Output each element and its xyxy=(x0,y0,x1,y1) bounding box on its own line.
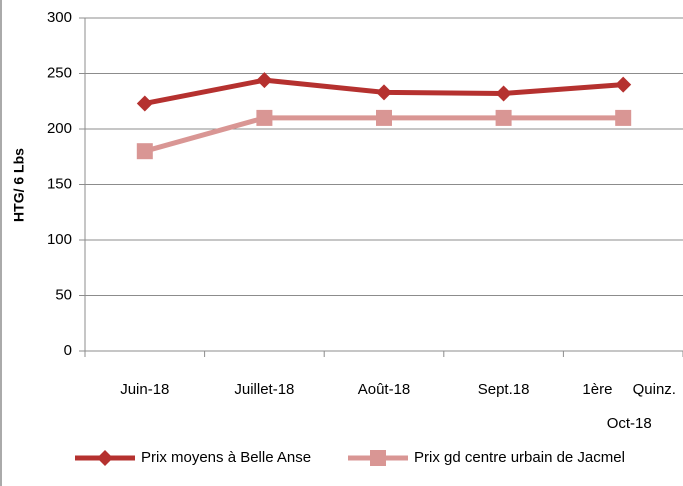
legend-label: Prix moyens à Belle Anse xyxy=(141,449,311,466)
x-tick-label: Sept.18 xyxy=(478,381,530,398)
legend-marker xyxy=(97,450,113,466)
y-tick-label: 0 xyxy=(64,342,72,359)
point xyxy=(256,109,273,126)
y-tick-label: 100 xyxy=(47,231,72,248)
point xyxy=(495,109,512,126)
x-tick-label: Juillet-18 xyxy=(234,381,294,398)
y-tick-label: 250 xyxy=(47,64,72,81)
x-tick-label: Août-18 xyxy=(358,381,411,398)
y-tick-label: 150 xyxy=(47,175,72,192)
point xyxy=(615,109,632,126)
y-tick-label: 300 xyxy=(47,9,72,26)
point xyxy=(376,109,392,126)
point xyxy=(615,76,632,93)
legend-label: Prix gd centre urbain de Jacmel xyxy=(414,449,625,466)
y-axis-label: HTG/ 6 Lbs xyxy=(11,148,27,222)
y-tick-label: 50 xyxy=(55,286,72,303)
y-tick-label: 200 xyxy=(47,120,72,137)
point xyxy=(136,95,153,112)
point xyxy=(136,143,153,160)
point xyxy=(256,72,273,89)
legend-marker xyxy=(370,450,386,466)
x-tick-label: 1ère Quinz. Oct-18 xyxy=(582,381,676,432)
x-tick-label: Juin-18 xyxy=(120,381,169,398)
point xyxy=(376,84,392,101)
point xyxy=(495,85,512,102)
